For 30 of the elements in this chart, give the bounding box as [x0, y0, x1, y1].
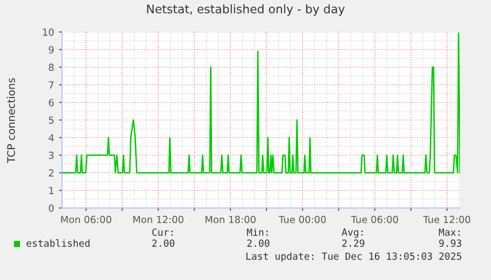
text: Cur:: [152, 228, 173, 236]
y-tick-label: 3: [48, 152, 54, 160]
y-tick-label: 9: [48, 46, 54, 54]
y-tick-label: 2: [48, 169, 54, 176]
y-tick-label: 5: [48, 116, 54, 124]
line-series: [62, 32, 460, 174]
x-tick-label: Tue 00:00: [278, 216, 326, 224]
text: 2.29: [342, 239, 364, 247]
y-axis-title: TCP connections: [6, 78, 16, 164]
y-tick-label: 10: [43, 28, 54, 36]
x-tick-label: Mon 06:00: [61, 216, 112, 224]
y-tick-label: 0: [48, 204, 54, 212]
text: Avg:: [342, 228, 363, 238]
text: 2.00: [247, 239, 270, 247]
x-tick-label: Tue 12:00: [423, 216, 470, 224]
x-tick-label: Mon 12:00: [133, 216, 184, 224]
text: 2.00: [152, 239, 174, 247]
chart-title: Netstat, established only - by day: [147, 4, 345, 16]
legend-label: established: [26, 239, 90, 247]
text: Max:: [438, 228, 460, 236]
y-tick-label: 6: [48, 98, 54, 106]
text: Last update: Tue Dec 16 13:05:03 2025: [246, 252, 462, 262]
y-tick-label: 4: [48, 134, 54, 142]
x-tick-label: Tue 06:00: [350, 216, 398, 224]
text: 9.93: [439, 239, 462, 247]
y-tick-label: 7: [48, 81, 54, 88]
text: Min:: [246, 228, 268, 236]
y-tick-label: 8: [48, 64, 54, 72]
x-tick-label: Mon 18:00: [206, 216, 256, 224]
y-tick-label: 1: [49, 187, 54, 194]
